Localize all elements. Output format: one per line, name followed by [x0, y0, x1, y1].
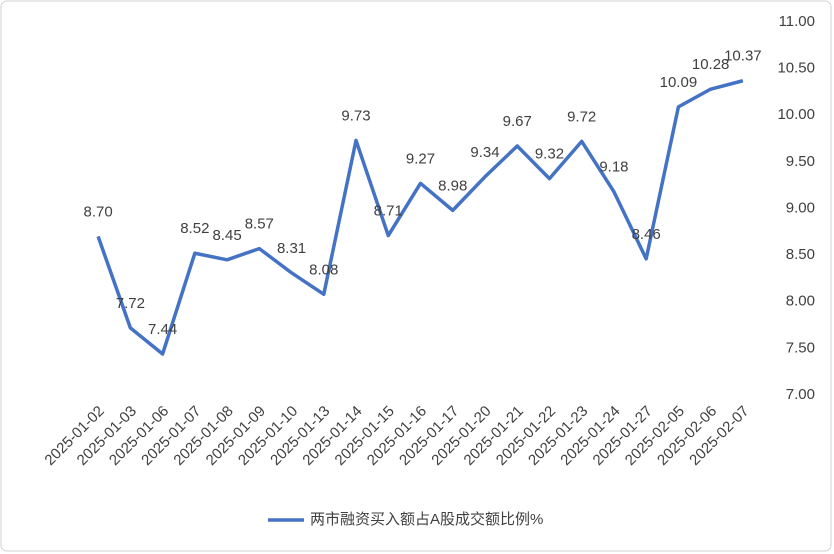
y-tick-label: 9.00 — [786, 199, 815, 216]
data-label: 8.45 — [212, 227, 241, 244]
data-label: 8.52 — [180, 220, 209, 237]
data-label: 9.72 — [567, 108, 596, 125]
y-tick-label: 7.00 — [786, 386, 815, 403]
data-label: 9.73 — [341, 107, 370, 124]
y-tick-label: 10.00 — [777, 106, 815, 123]
y-tick-label: 7.50 — [786, 339, 815, 356]
data-label: 9.32 — [535, 146, 564, 163]
y-tick-label: 10.50 — [777, 60, 815, 77]
y-tick-label: 8.50 — [786, 246, 815, 263]
y-tick-label: 11.00 — [779, 13, 815, 30]
data-label: 10.37 — [724, 48, 762, 65]
data-label: 8.98 — [438, 177, 467, 194]
data-label: 7.44 — [148, 321, 177, 338]
data-label: 8.70 — [84, 203, 113, 220]
data-label: 9.27 — [406, 150, 435, 167]
data-line — [96, 79, 744, 356]
y-tick-label: 8.00 — [786, 293, 815, 310]
data-label: 9.67 — [503, 113, 532, 130]
data-label: 7.72 — [116, 295, 145, 312]
data-label: 8.46 — [632, 226, 661, 243]
data-label: 8.71 — [374, 203, 403, 220]
data-label: 10.09 — [660, 74, 698, 91]
legend-label: 两市融资买入额占A股成交额比例% — [310, 510, 543, 528]
data-label: 8.31 — [277, 240, 306, 257]
data-label: 8.57 — [245, 216, 274, 233]
data-label: 10.28 — [692, 56, 730, 73]
data-label: 9.34 — [470, 144, 499, 161]
data-label: 9.18 — [599, 159, 628, 176]
y-tick-label: 9.50 — [786, 153, 815, 170]
data-label: 8.08 — [309, 261, 338, 278]
